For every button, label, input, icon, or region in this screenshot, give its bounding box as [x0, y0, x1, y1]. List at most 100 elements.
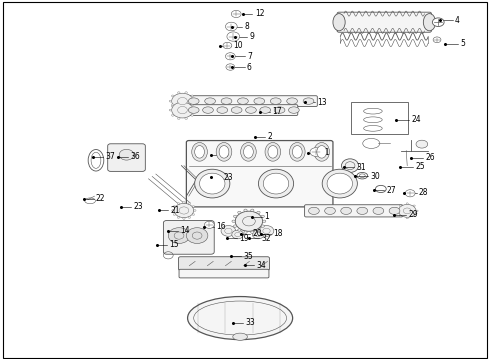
Circle shape	[406, 217, 408, 219]
Text: 23: 23	[223, 173, 233, 182]
Circle shape	[193, 100, 196, 102]
Circle shape	[398, 204, 416, 217]
Circle shape	[177, 203, 180, 204]
Circle shape	[177, 107, 187, 114]
Circle shape	[405, 190, 415, 197]
Circle shape	[413, 205, 415, 207]
Ellipse shape	[233, 333, 247, 340]
Circle shape	[192, 213, 195, 215]
Circle shape	[174, 203, 194, 218]
Ellipse shape	[309, 207, 319, 215]
Circle shape	[172, 93, 193, 109]
Text: 26: 26	[426, 153, 436, 162]
Ellipse shape	[245, 107, 256, 113]
Circle shape	[233, 215, 237, 217]
Ellipse shape	[373, 207, 384, 215]
Circle shape	[433, 37, 441, 42]
Ellipse shape	[333, 14, 345, 31]
Ellipse shape	[268, 145, 278, 158]
Ellipse shape	[265, 143, 281, 161]
Circle shape	[251, 209, 254, 211]
Circle shape	[233, 225, 237, 227]
Ellipse shape	[423, 14, 436, 31]
Ellipse shape	[188, 98, 199, 104]
Ellipse shape	[258, 169, 294, 198]
Ellipse shape	[293, 145, 302, 158]
FancyBboxPatch shape	[185, 105, 298, 116]
Circle shape	[185, 109, 188, 111]
Circle shape	[310, 148, 322, 156]
Ellipse shape	[205, 98, 216, 104]
Ellipse shape	[317, 145, 327, 158]
Circle shape	[179, 207, 189, 214]
Circle shape	[221, 226, 236, 236]
Circle shape	[183, 218, 185, 219]
Circle shape	[232, 230, 244, 239]
Ellipse shape	[192, 143, 207, 161]
Text: 18: 18	[273, 229, 283, 238]
Ellipse shape	[325, 207, 335, 215]
Ellipse shape	[270, 98, 281, 104]
Circle shape	[188, 203, 191, 204]
Circle shape	[191, 104, 194, 106]
Ellipse shape	[287, 98, 297, 104]
Circle shape	[416, 210, 418, 212]
Ellipse shape	[188, 297, 293, 339]
Circle shape	[244, 209, 247, 211]
Text: 11: 11	[320, 148, 330, 157]
Circle shape	[193, 109, 196, 111]
Ellipse shape	[357, 207, 368, 215]
Ellipse shape	[327, 173, 352, 194]
Text: 10: 10	[233, 41, 243, 50]
Circle shape	[235, 211, 263, 231]
Text: 32: 32	[262, 234, 271, 243]
Text: 20: 20	[253, 229, 263, 238]
Ellipse shape	[217, 107, 228, 113]
Circle shape	[185, 101, 188, 103]
Circle shape	[172, 104, 174, 106]
Text: 13: 13	[318, 98, 327, 107]
Circle shape	[191, 95, 194, 97]
Ellipse shape	[314, 143, 330, 161]
Ellipse shape	[322, 169, 357, 198]
Circle shape	[177, 92, 180, 94]
Circle shape	[172, 102, 193, 118]
FancyBboxPatch shape	[186, 140, 333, 207]
Ellipse shape	[341, 207, 351, 215]
Ellipse shape	[274, 107, 285, 113]
Circle shape	[172, 105, 174, 107]
Text: 14: 14	[180, 226, 190, 235]
Circle shape	[169, 100, 171, 102]
Circle shape	[243, 217, 255, 226]
FancyBboxPatch shape	[179, 269, 269, 278]
Circle shape	[226, 64, 235, 70]
Circle shape	[177, 217, 180, 218]
Circle shape	[261, 215, 265, 217]
Text: 1: 1	[265, 212, 270, 221]
Text: 25: 25	[415, 162, 425, 171]
Circle shape	[406, 203, 408, 204]
Circle shape	[396, 210, 398, 212]
Circle shape	[191, 105, 194, 107]
Ellipse shape	[254, 98, 265, 104]
Ellipse shape	[389, 207, 400, 215]
Circle shape	[223, 42, 232, 49]
Circle shape	[177, 98, 187, 105]
Ellipse shape	[241, 143, 256, 161]
Circle shape	[399, 205, 401, 207]
Text: 8: 8	[244, 22, 249, 31]
Text: 33: 33	[245, 318, 255, 327]
Circle shape	[238, 229, 241, 231]
Text: 31: 31	[356, 163, 366, 172]
Circle shape	[177, 117, 180, 120]
Text: 34: 34	[257, 261, 267, 270]
Ellipse shape	[199, 173, 225, 194]
Text: 17: 17	[272, 107, 282, 116]
Ellipse shape	[188, 107, 199, 113]
Circle shape	[259, 226, 274, 236]
Text: 19: 19	[239, 234, 249, 243]
Ellipse shape	[238, 98, 248, 104]
Circle shape	[173, 206, 175, 207]
Text: 5: 5	[460, 39, 465, 48]
Circle shape	[244, 231, 247, 233]
